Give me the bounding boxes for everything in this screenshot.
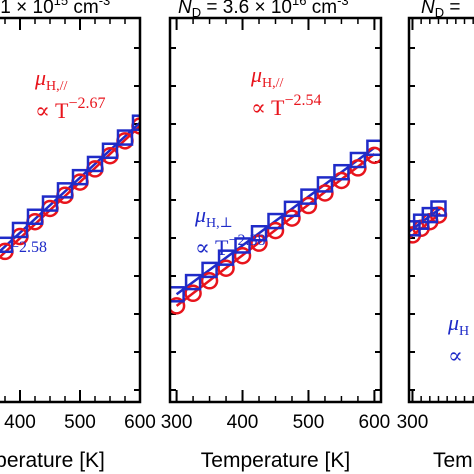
data-point-parallel (217, 259, 235, 277)
annotation-text: ∝ T−2.67 (35, 95, 105, 123)
data-point-perpendicular (41, 195, 59, 212)
x-axis-label: perature [K] (0, 449, 105, 472)
data-point-perpendicular (0, 236, 14, 254)
data-point-parallel (184, 284, 202, 303)
data-point-perpendicular (349, 151, 367, 169)
annotation-text: μH,// (34, 65, 68, 94)
x-tick-label: 400 (227, 412, 259, 433)
data-point-perpendicular (86, 155, 104, 173)
annotation-text: −2.58 (10, 239, 47, 256)
data-point-parallel (170, 297, 186, 315)
data-point-perpendicular (234, 237, 251, 254)
data-point-perpendicular (333, 163, 350, 181)
plot-area: μH,//∝ T−2.67 −2.58 (0, 18, 140, 402)
x-tick-label: 600 (124, 412, 156, 433)
data-point-perpendicular (250, 225, 268, 242)
annotation-text: μH,⊥ (194, 202, 233, 231)
fit-line-perpendicular (0, 121, 140, 253)
data-point-perpendicular (116, 129, 134, 146)
data-point-perpendicular (11, 221, 29, 239)
annotation-text: μH,// (250, 62, 284, 91)
x-tick-label: 500 (293, 412, 325, 433)
data-point-perpendicular (366, 139, 381, 157)
data-point-perpendicular (170, 286, 185, 303)
data-point-perpendicular (283, 200, 301, 218)
panel-2: μH,//∝ T−2.54 μH,⊥∝ T−2.38 300 400 500 600 Tem… (161, 0, 391, 472)
plot-area: μH,//∝ T−2.54 μH,⊥∝ T−2.38 (170, 18, 381, 402)
fit-line-parallel (0, 125, 140, 259)
data-point-perpendicular (71, 168, 89, 186)
data-point-perpendicular (201, 261, 218, 279)
data-point-parallel (233, 246, 252, 265)
data-point-parallel (266, 221, 285, 240)
data-point-parallel (316, 184, 334, 202)
plot-frame (407, 16, 474, 404)
data-point-parallel (200, 272, 219, 290)
x-tick-label: 300 (397, 412, 429, 433)
data-point-perpendicular (217, 249, 235, 266)
data-point-perpendicular (26, 208, 44, 225)
data-point-perpendicular (131, 114, 140, 131)
panel-title: .1 × 1015 cm-3 (0, 0, 110, 18)
panel-title: ND = (421, 0, 461, 20)
x-tick-label: 600 (359, 412, 391, 433)
panel-title: ND = 3.6 × 1016 cm-3 (178, 0, 349, 20)
annotation-text: μH (447, 310, 469, 339)
data-point-perpendicular (101, 142, 119, 159)
x-axis-label: Tempe (433, 449, 474, 472)
x-tick-label: 300 (161, 412, 193, 433)
panel-1: μH,//∝ T−2.67 −2.58 400 500 600 perature [K].… (0, 0, 156, 472)
data-point-perpendicular (430, 200, 447, 217)
annotation-text: ∝ T−2.38 (195, 232, 265, 260)
data-point-parallel (26, 212, 44, 231)
data-point-perpendicular (56, 182, 74, 199)
data-point-perpendicular (184, 273, 202, 291)
data-point-parallel (299, 196, 318, 215)
data-point-perpendicular (267, 212, 284, 230)
plot-frame (0, 16, 142, 404)
data-point-parallel (250, 234, 268, 252)
plot-area: μH ∝ (409, 18, 474, 402)
data-point-perpendicular (316, 176, 334, 193)
x-axis-label: Temperature [K] (201, 449, 350, 472)
data-point-parallel (283, 209, 301, 227)
x-tick-label: 400 (4, 412, 36, 433)
annotation-text: ∝ (448, 343, 463, 368)
data-point-perpendicular (300, 188, 317, 205)
x-tick-label: 500 (64, 412, 96, 433)
plot-frame (168, 16, 383, 404)
panel-3: μH ∝ 300Tempe ND = (397, 0, 474, 472)
annotation-text: ∝ T−2.54 (251, 92, 321, 120)
